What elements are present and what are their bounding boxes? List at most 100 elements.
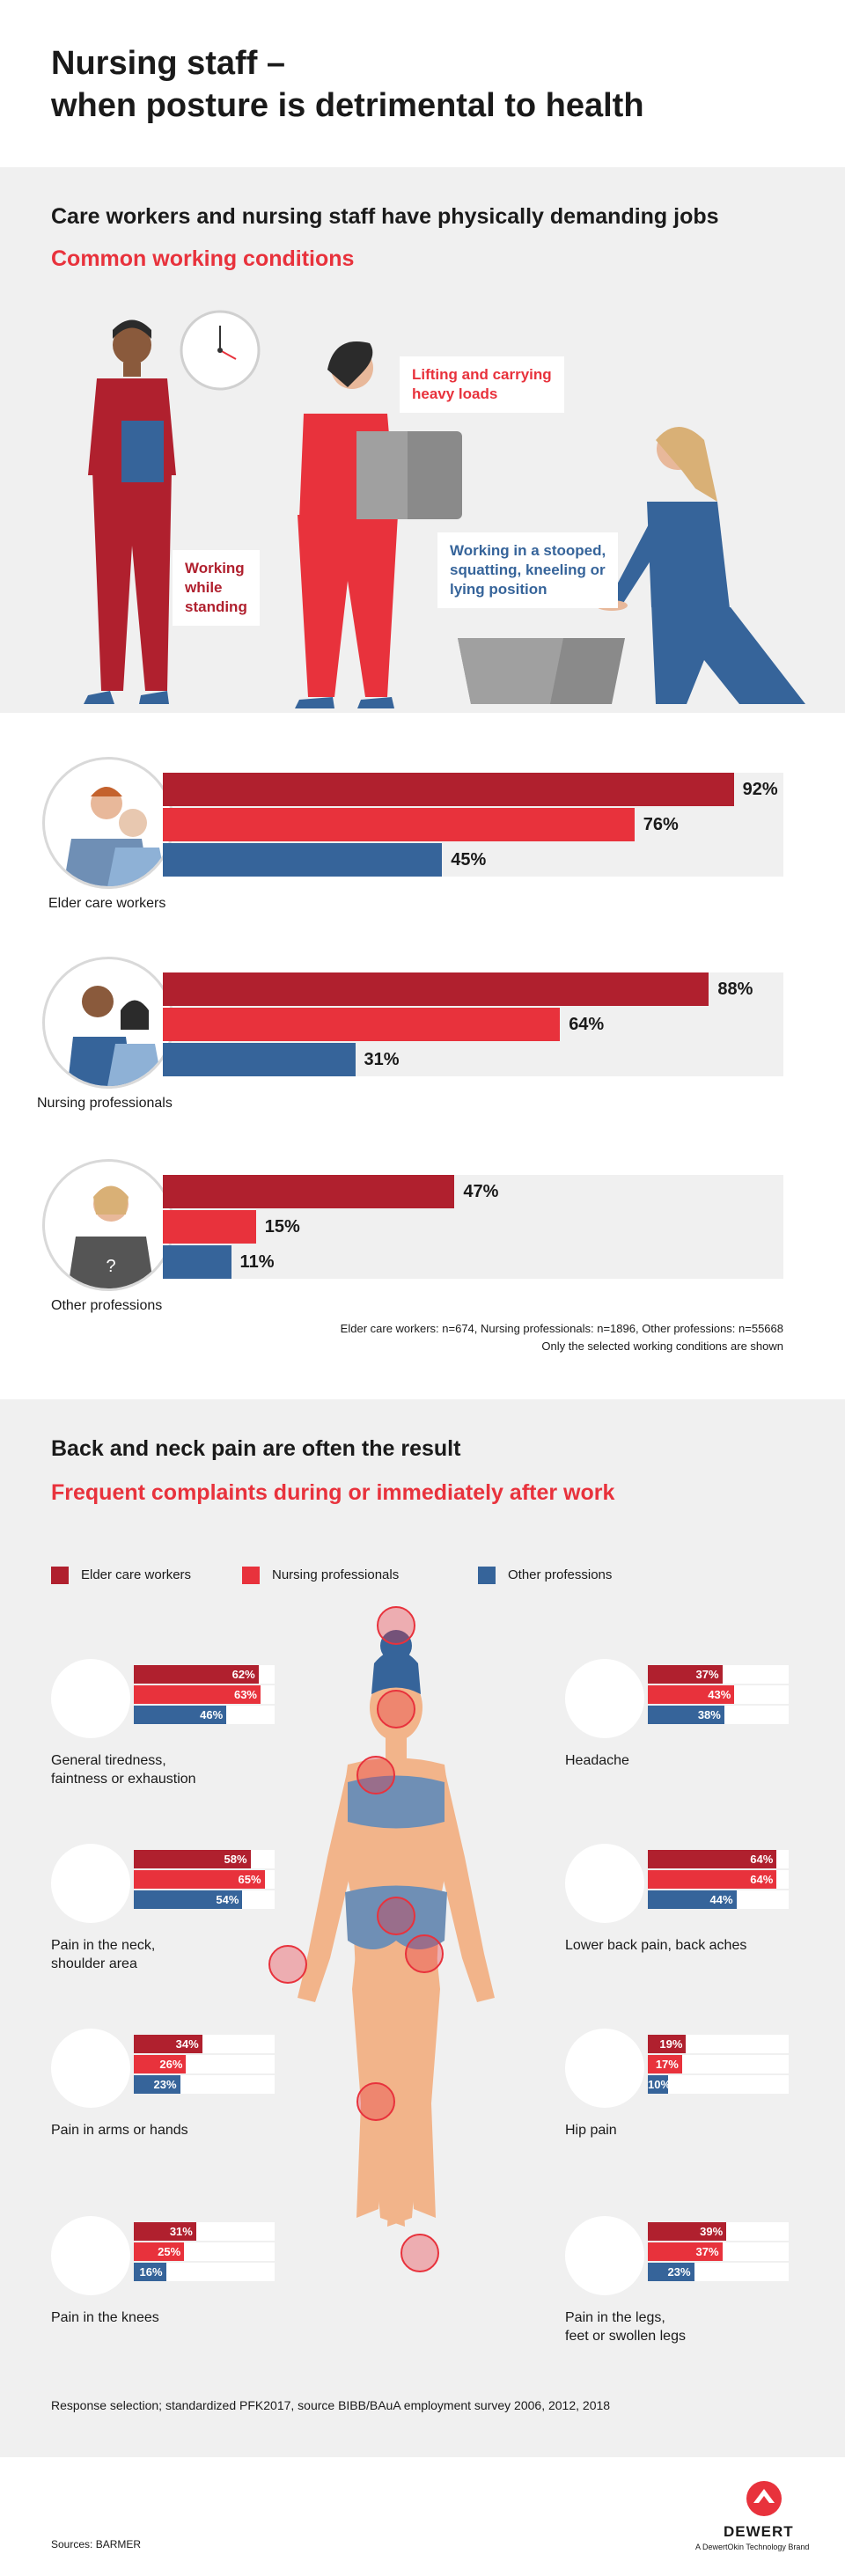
legend-label-nursing: Nursing professionals xyxy=(272,1567,400,1582)
complaint-icon xyxy=(565,2029,644,2108)
bar-value-label: 31% xyxy=(364,1050,400,1069)
bar: 63% xyxy=(134,1685,261,1704)
bar: 65% xyxy=(134,1870,265,1889)
elder-care-workers-avatar xyxy=(42,757,174,889)
bar xyxy=(163,843,443,877)
bar: 38% xyxy=(648,1706,724,1724)
section1-heading: Care workers and nursing staff have phys… xyxy=(51,204,719,229)
other-professions-avatar: ? xyxy=(42,1159,174,1291)
complaint-label: shoulder area xyxy=(51,1956,137,1971)
legend-label-other: Other professions xyxy=(508,1567,613,1582)
bar: 64% xyxy=(648,1870,777,1889)
kneeling-worker-figure xyxy=(458,427,805,704)
legend-swatch-nursing xyxy=(242,1567,260,1584)
pain-hotspot xyxy=(377,1897,415,1935)
nursing-professionals-avatar xyxy=(42,957,174,1089)
bar-value-label: 15% xyxy=(264,1217,300,1237)
bar: 23% xyxy=(134,2075,180,2094)
complaint-label: Pain in the neck, xyxy=(51,1938,156,1953)
legend-label-elder-care: Elder care workers xyxy=(81,1567,192,1582)
legend-swatch-other xyxy=(478,1567,496,1584)
bar: 46% xyxy=(134,1706,227,1724)
group-label-nursing: Nursing professionals xyxy=(37,1096,173,1111)
complaint-icon xyxy=(51,2029,130,2108)
bar-value-label: 92% xyxy=(742,780,778,799)
complaint-label: Headache xyxy=(565,1753,629,1768)
group-label-other: Other professions xyxy=(51,1298,163,1313)
bar: 54% xyxy=(134,1890,243,1909)
svg-text:?: ? xyxy=(106,1257,115,1276)
complaint-label: Lower back pain, back aches xyxy=(565,1938,747,1953)
sample-notes: Elder care workers: n=674, Nursing profe… xyxy=(340,1322,783,1353)
pain-hotspot xyxy=(356,1756,395,1794)
bar-value-label: 64% xyxy=(569,1015,605,1034)
bar-value-label: 47% xyxy=(463,1182,499,1201)
sources-label: Sources: BARMER xyxy=(51,2538,142,2550)
bar: 19% xyxy=(648,2035,687,2053)
standing-worker-figure xyxy=(84,319,176,704)
section1-subheading: Common working conditions xyxy=(51,246,355,271)
bar-track xyxy=(134,2263,275,2281)
bar xyxy=(163,773,734,806)
clock-icon xyxy=(180,310,261,391)
group-label-elder-care: Elder care workers xyxy=(48,896,166,911)
body-illustration xyxy=(298,1630,495,2227)
pain-hotspot xyxy=(356,2082,395,2121)
complaint-label: feet or swollen legs xyxy=(565,2329,686,2344)
bar: 10% xyxy=(648,2075,671,2094)
complaint-label: Hip pain xyxy=(565,2123,617,2138)
pain-hotspot xyxy=(400,2234,439,2272)
dewert-logo-icon xyxy=(746,2481,782,2516)
bar: 39% xyxy=(648,2222,727,2241)
standing-label: Working while standing xyxy=(173,550,260,626)
bar-value-label: 76% xyxy=(643,815,679,834)
lifting-label: Lifting and carrying heavy loads xyxy=(400,356,564,413)
complaint-icon xyxy=(51,2216,130,2295)
complaint-label: Pain in the knees xyxy=(51,2310,159,2325)
bar-value-label: 11% xyxy=(239,1252,275,1272)
bar: 16% xyxy=(134,2263,166,2281)
pain-hotspot xyxy=(377,1606,415,1645)
bar: 31% xyxy=(134,2222,196,2241)
complaint-icon xyxy=(565,1659,644,1738)
bar: 44% xyxy=(648,1890,737,1909)
bar xyxy=(163,808,635,841)
bar xyxy=(163,1175,455,1208)
bar-value-label: 45% xyxy=(451,850,487,870)
bar-track xyxy=(648,2075,789,2094)
pain-hotspot xyxy=(268,1945,307,1984)
bar-value-label: 88% xyxy=(717,980,753,999)
bar xyxy=(163,1043,356,1076)
brand-tagline: A DewertOkin Technology Brand xyxy=(695,2543,810,2551)
bar: 25% xyxy=(134,2242,185,2261)
pain-hotspot xyxy=(405,1934,444,1973)
bar: 62% xyxy=(134,1665,259,1684)
complaint-label: Pain in the legs, xyxy=(565,2310,665,2325)
bar: 43% xyxy=(648,1685,735,1704)
complaint-label: Pain in arms or hands xyxy=(51,2123,188,2138)
legend-swatch-elder-care xyxy=(51,1567,69,1584)
bar: 58% xyxy=(134,1850,251,1868)
complaint-label: faintness or exhaustion xyxy=(51,1772,196,1787)
footer: Sources: BARMER DEWERT A DewertOkin Tech… xyxy=(0,2457,845,2576)
bar-track xyxy=(648,2055,789,2073)
working-conditions-illustration xyxy=(84,310,805,708)
page-title: Nursing staff – when posture is detrimen… xyxy=(51,42,773,127)
bar: 26% xyxy=(134,2055,187,2073)
complaint-label: General tiredness, xyxy=(51,1753,166,1768)
complaint-icon xyxy=(51,1659,130,1738)
section2-subheading: Frequent complaints during or immediatel… xyxy=(51,1480,615,1505)
complaint-icon xyxy=(565,2216,644,2295)
bar xyxy=(163,1008,561,1041)
bar xyxy=(163,1210,256,1244)
brand-name: DEWERT xyxy=(724,2523,794,2540)
bar xyxy=(163,1245,231,1279)
bar: 37% xyxy=(648,1665,723,1684)
bar: 64% xyxy=(648,1850,777,1868)
pain-hotspot xyxy=(377,1690,415,1728)
bar: 23% xyxy=(648,2263,694,2281)
lifting-worker-figure xyxy=(295,341,462,708)
complaint-icon xyxy=(565,1844,644,1923)
bar: 34% xyxy=(134,2035,202,2053)
bar: 17% xyxy=(648,2055,682,2073)
